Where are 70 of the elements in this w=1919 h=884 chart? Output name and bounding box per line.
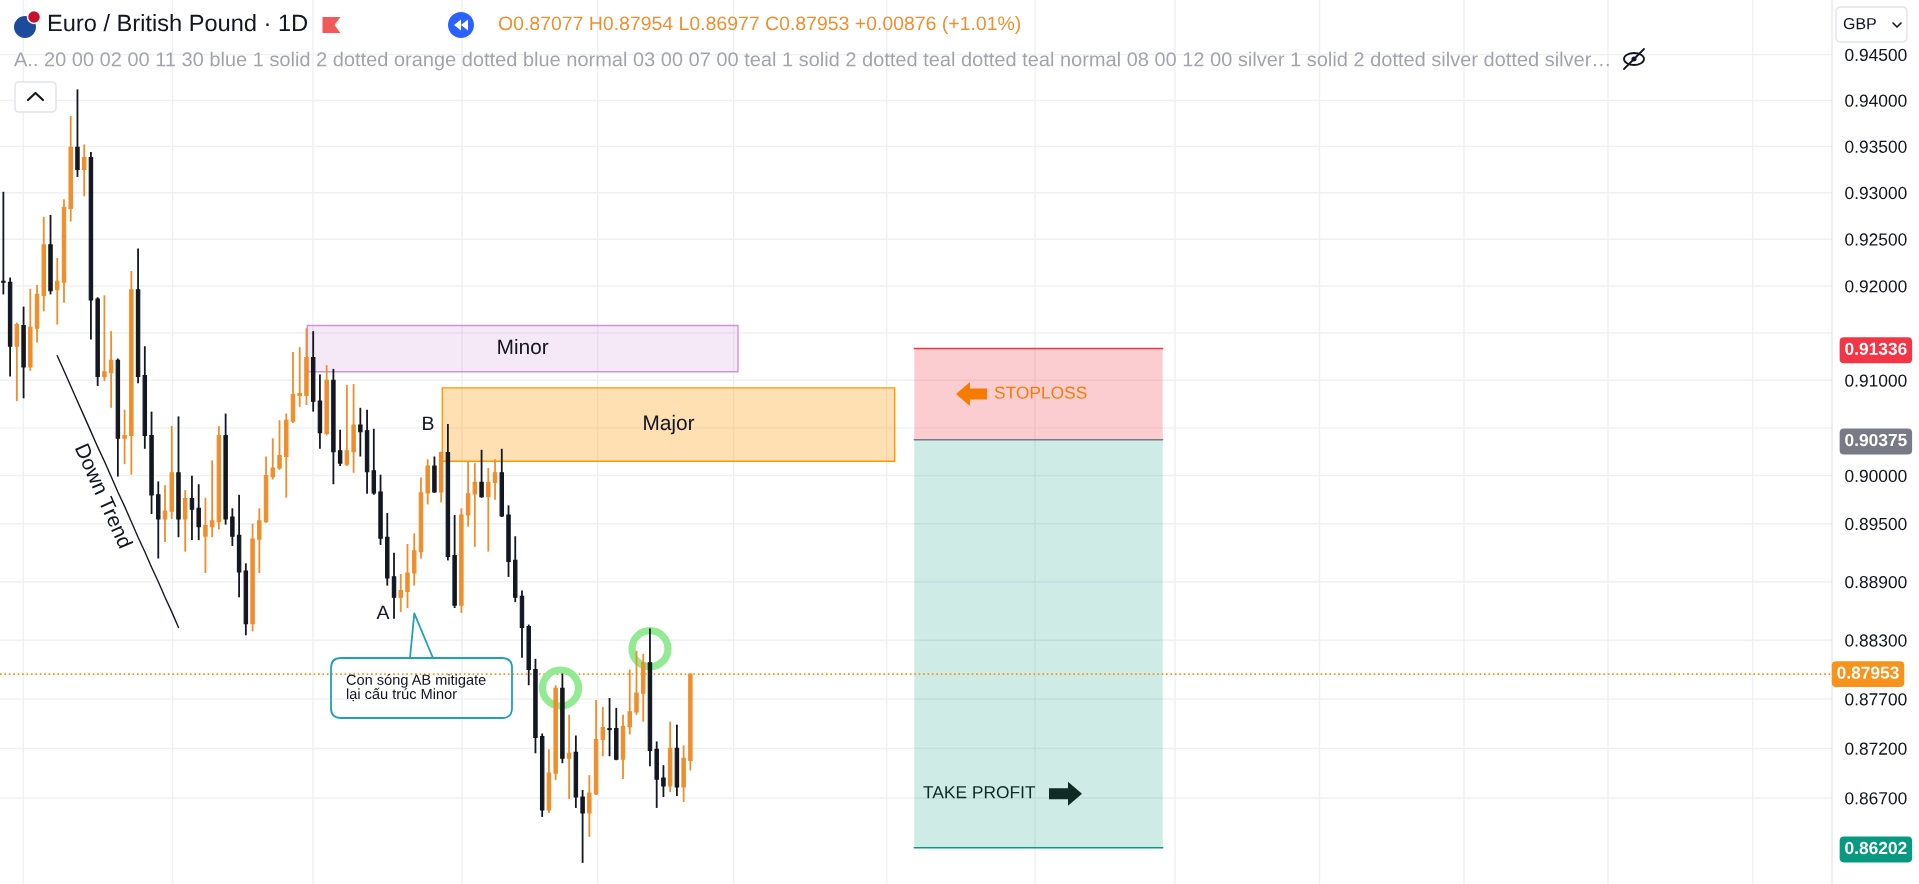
candlestick — [391, 551, 397, 620]
candlestick — [566, 713, 572, 800]
candlestick — [277, 419, 282, 471]
candlestick — [405, 543, 410, 609]
annotation: Con sóng AB mitigate lại cấu trúc Minor — [346, 674, 486, 702]
candlestick — [230, 507, 235, 547]
band-label: STOPLOSS — [994, 386, 1087, 399]
y-tick-label: 0.86202 — [1845, 841, 1907, 855]
ref-line-label: 0.87953 — [1837, 666, 1899, 679]
y-tick-label: 0.86700 — [1845, 792, 1907, 805]
candlestick — [634, 650, 639, 716]
candlestick — [337, 428, 343, 467]
annotation: A — [376, 605, 390, 620]
candlestick — [162, 484, 168, 543]
band-label: Minor — [498, 338, 549, 355]
candlestick — [398, 573, 403, 613]
candlestick — [607, 697, 612, 758]
text: A.. 20 00 02 00 11 30 blue 1 solid 2 dotted orange dotted blue normal 03 00 07 00 teal 1 solid 2 dotted teal dotted teal normal 08 00 12 00 silver 1 solid 2 dotted silver dotted silver… — [14, 51, 1609, 71]
candlestick — [209, 459, 215, 539]
candlestick — [203, 496, 208, 574]
y-tick-label: 0.94500 — [1845, 48, 1907, 62]
y-tick-label: 0.93000 — [1845, 186, 1907, 200]
candlestick — [270, 437, 276, 481]
candlestick — [257, 507, 262, 574]
candlestick — [472, 462, 478, 548]
candlestick — [358, 406, 363, 458]
candlestick — [1, 190, 6, 296]
text: GBP — [1843, 17, 1876, 30]
candlestick — [122, 408, 127, 466]
y-tick-label: 0.90000 — [1845, 469, 1907, 483]
y-tick-label: 0.87700 — [1845, 693, 1907, 706]
y-tick-label: 0.92000 — [1845, 280, 1907, 293]
band-label: TAKE PROFIT — [923, 786, 1036, 799]
candlestick — [411, 532, 417, 587]
candlestick — [297, 346, 302, 408]
y-tick-label: 0.91000 — [1845, 374, 1907, 387]
y-tick-label: 0.89500 — [1845, 517, 1907, 531]
candlestick — [479, 448, 484, 499]
candlestick — [587, 774, 592, 838]
text: Down Trend — [74, 442, 134, 549]
annotation: O0.87077 H0.87954 L0.86977 C0.87953 +0.00876 (+1.01%) — [498, 15, 1021, 35]
y-tick-label: 0.87200 — [1845, 742, 1907, 755]
annotation: B — [423, 416, 434, 431]
candlestick — [661, 764, 666, 798]
candlestick — [371, 427, 377, 496]
line-series — [56, 354, 180, 629]
y-tick-label: 0.91336 — [1845, 342, 1907, 355]
candlestick — [344, 384, 350, 467]
candlestick — [580, 789, 585, 864]
candlestick — [492, 458, 498, 501]
candlestick — [102, 294, 107, 383]
candlestick — [55, 256, 60, 326]
y-tick-label: 0.93500 — [1845, 140, 1907, 153]
candlestick — [182, 489, 188, 553]
candlestick — [196, 483, 201, 542]
candlestick — [75, 88, 80, 178]
y-tick-label: 0.92500 — [1845, 233, 1907, 246]
candlestick — [189, 474, 195, 542]
candlestick — [627, 668, 632, 736]
y-tick-label: 0.88300 — [1845, 634, 1907, 647]
chart-title: Euro / British Pound · 1D — [48, 14, 308, 32]
band-label: Major — [644, 414, 695, 435]
candlestick — [14, 321, 20, 403]
candlestick — [465, 460, 471, 528]
candlestick — [486, 467, 491, 553]
y-tick-label: 0.88900 — [1845, 575, 1907, 589]
y-tick-label: 0.90375 — [1845, 433, 1907, 447]
candlestick — [600, 705, 606, 758]
candlestick — [81, 143, 87, 198]
y-tick-label: 0.94000 — [1845, 94, 1907, 107]
